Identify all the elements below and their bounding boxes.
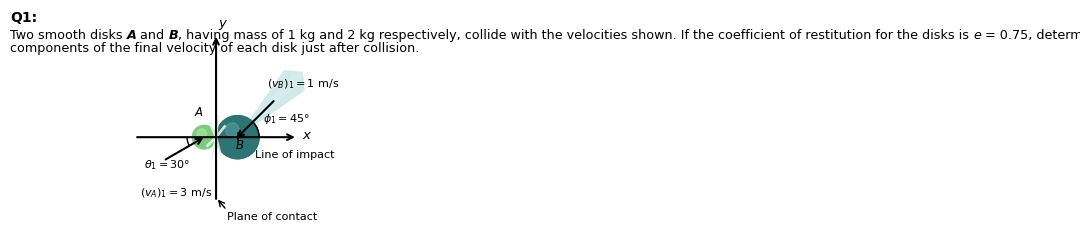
Text: components of the final velocity of each disk just after collision.: components of the final velocity of each… bbox=[10, 42, 419, 55]
Circle shape bbox=[227, 126, 248, 148]
Circle shape bbox=[218, 118, 256, 156]
Circle shape bbox=[226, 123, 239, 136]
Text: $(v_B)_1 = 1$ m/s: $(v_B)_1 = 1$ m/s bbox=[267, 77, 339, 91]
Text: , having mass of 1 kg and 2 kg respectively, collide with the velocities shown. : , having mass of 1 kg and 2 kg respectiv… bbox=[178, 29, 973, 42]
Circle shape bbox=[216, 116, 259, 159]
Text: $\theta_1 = 30°$: $\theta_1 = 30°$ bbox=[144, 159, 190, 173]
Text: Line of impact: Line of impact bbox=[255, 150, 334, 160]
Text: Plane of contact: Plane of contact bbox=[227, 212, 318, 222]
Text: B: B bbox=[235, 139, 244, 152]
Text: x: x bbox=[302, 128, 310, 141]
Circle shape bbox=[192, 125, 216, 149]
Circle shape bbox=[216, 116, 259, 159]
Text: y: y bbox=[218, 17, 226, 30]
Text: $(v_A)_1 = 3$ m/s: $(v_A)_1 = 3$ m/s bbox=[139, 187, 212, 200]
Text: $\phi_1 = 45°$: $\phi_1 = 45°$ bbox=[264, 113, 310, 126]
Text: and: and bbox=[136, 29, 168, 42]
Text: A: A bbox=[194, 106, 202, 120]
Text: Q1:: Q1: bbox=[10, 11, 37, 25]
Text: = 0.75, determine the: = 0.75, determine the bbox=[982, 29, 1080, 42]
Circle shape bbox=[198, 129, 206, 138]
Circle shape bbox=[224, 124, 252, 151]
Polygon shape bbox=[238, 70, 305, 137]
Text: A: A bbox=[126, 29, 136, 42]
Text: e: e bbox=[973, 29, 982, 42]
Text: Two smooth disks: Two smooth disks bbox=[10, 29, 126, 42]
Polygon shape bbox=[238, 72, 302, 137]
Text: B: B bbox=[168, 29, 178, 42]
Circle shape bbox=[221, 121, 254, 154]
